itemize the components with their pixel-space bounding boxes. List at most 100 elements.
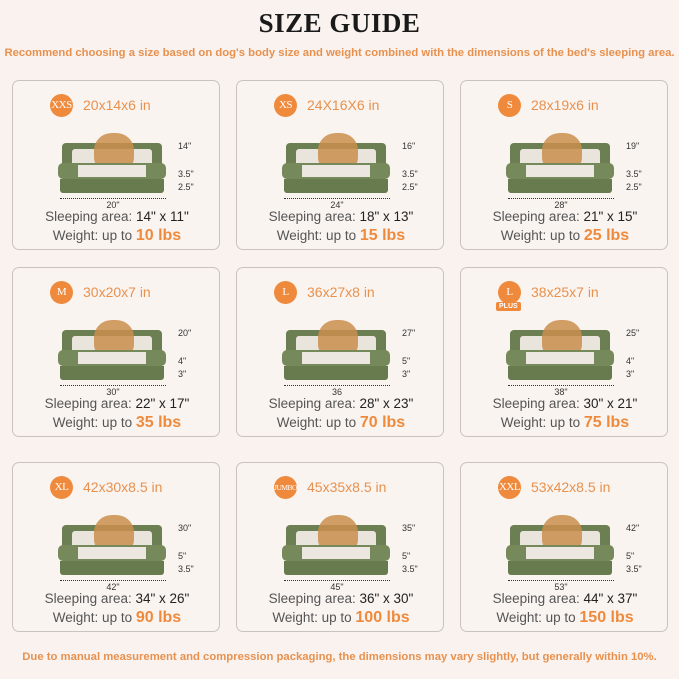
size-card: L 36x27x8 in 27" 5" 3" 36 Sleeping area:… (236, 267, 444, 437)
weight-limit: Weight: up to 150 lbs (496, 609, 634, 626)
width-label: 42" (106, 582, 120, 592)
width-dimension-line (284, 580, 390, 581)
size-badge: S (498, 94, 521, 117)
bed-image (58, 515, 166, 577)
depth-label: 27" (402, 328, 416, 338)
depth-label: 35" (402, 523, 416, 533)
size-card: S 28x19x6 in 19" 3.5" 2.5" 28" Sleeping … (460, 80, 668, 250)
width-label: 38" (554, 387, 568, 397)
depth-label: 14" (178, 141, 192, 151)
bed-image (282, 515, 390, 577)
width-dimension-line (508, 198, 614, 199)
size-card: XS 24X16X6 in 16" 3.5" 2.5" 24" Sleeping… (236, 80, 444, 250)
size-badge: XS (274, 94, 297, 117)
bed-image (506, 515, 614, 577)
size-card: XL 42x30x8.5 in 30" 5" 3.5" 42" Sleeping… (12, 462, 220, 632)
base-cushion-label: 2.5" (402, 182, 418, 192)
top-cushion-label: 5" (402, 356, 411, 366)
size-card: XXS 20x14x6 in 14" 3.5" 2.5" 20" Sleepin… (12, 80, 220, 250)
width-label: 28" (554, 200, 568, 210)
bed-image (58, 133, 166, 195)
page-title: SIZE GUIDE (258, 8, 421, 38)
base-cushion-label: 3" (626, 369, 635, 379)
top-cushion-label: 5" (178, 551, 187, 561)
sleeping-area: Sleeping area: 44" x 37" (492, 591, 638, 606)
bed-image (282, 320, 390, 382)
top-cushion-label: 4" (178, 356, 187, 366)
width-dimension-line (508, 580, 614, 581)
size-card: JUMBO 45x35x8.5 in 35" 5" 3.5" 45" Sleep… (236, 462, 444, 632)
depth-label: 19" (626, 141, 640, 151)
width-label: 45" (330, 582, 344, 592)
size-badge: XL (50, 476, 73, 499)
sleeping-area: Sleeping area: 18" x 13" (268, 209, 414, 224)
size-badge: L (498, 281, 521, 304)
depth-label: 16" (402, 141, 416, 151)
width-dimension-line (60, 580, 166, 581)
width-label: 53" (554, 582, 568, 592)
base-cushion-label: 2.5" (178, 182, 194, 192)
weight-limit: Weight: up to 90 lbs (52, 609, 182, 626)
top-cushion-label: 3.5" (626, 169, 642, 179)
top-cushion-label: 4" (626, 356, 635, 366)
sleeping-area: Sleeping area: 36" x 30" (268, 591, 414, 606)
base-cushion-label: 3.5" (178, 564, 194, 574)
top-cushion-label: 3.5" (178, 169, 194, 179)
footer-note: Due to manual measurement and compressio… (22, 651, 657, 663)
base-cushion-label: 3" (402, 369, 411, 379)
bed-image (58, 320, 166, 382)
width-dimension-line (508, 385, 614, 386)
width-label: 36 (331, 387, 342, 397)
size-badge: M (50, 281, 73, 304)
width-dimension-line (284, 385, 390, 386)
width-label: 30" (106, 387, 120, 397)
bed-dimensions: 38x25x7 in (531, 284, 599, 300)
weight-limit: Weight: up to 15 lbs (276, 227, 406, 244)
bed-image (506, 133, 614, 195)
bed-dimensions: 42x30x8.5 in (83, 479, 163, 495)
bed-dimensions: 53x42x8.5 in (531, 479, 611, 495)
weight-limit: Weight: up to 25 lbs (500, 227, 630, 244)
width-label: 24" (330, 200, 344, 210)
size-card: L PLUS 38x25x7 in 25" 4" 3" 38" Sleeping… (460, 267, 668, 437)
size-badge: XXS (50, 94, 73, 117)
width-dimension-line (284, 198, 390, 199)
plus-tag: PLUS (496, 302, 521, 311)
depth-label: 25" (626, 328, 640, 338)
weight-limit: Weight: up to 35 lbs (52, 414, 182, 431)
size-badge: JUMBO (274, 476, 297, 499)
bed-dimensions: 30x20x7 in (83, 284, 151, 300)
bed-dimensions: 28x19x6 in (531, 97, 599, 113)
bed-dimensions: 45x35x8.5 in (307, 479, 387, 495)
weight-limit: Weight: up to 10 lbs (52, 227, 182, 244)
bed-image (282, 133, 390, 195)
sleeping-area: Sleeping area: 28" x 23" (268, 396, 414, 411)
depth-label: 42" (626, 523, 640, 533)
sleeping-area: Sleeping area: 34" x 26" (44, 591, 190, 606)
width-dimension-line (60, 385, 166, 386)
size-badge: XXL (498, 476, 521, 499)
base-cushion-label: 3.5" (626, 564, 642, 574)
base-cushion-label: 2.5" (626, 182, 642, 192)
size-badge: L (274, 281, 297, 304)
bed-dimensions: 36x27x8 in (307, 284, 375, 300)
size-card: XXL 53x42x8.5 in 42" 5" 3.5" 53" Sleepin… (460, 462, 668, 632)
depth-label: 20" (178, 328, 192, 338)
weight-limit: Weight: up to 100 lbs (272, 609, 410, 626)
sleeping-area: Sleeping area: 30" x 21" (492, 396, 638, 411)
base-cushion-label: 3" (178, 369, 187, 379)
bed-image (506, 320, 614, 382)
top-cushion-label: 5" (626, 551, 635, 561)
top-cushion-label: 5" (402, 551, 411, 561)
subtitle: Recommend choosing a size based on dog's… (4, 47, 675, 59)
sleeping-area: Sleeping area: 14" x 11" (45, 209, 189, 224)
depth-label: 30" (178, 523, 192, 533)
base-cushion-label: 3.5" (402, 564, 418, 574)
sleeping-area: Sleeping area: 22" x 17" (44, 396, 190, 411)
size-card: M 30x20x7 in 20" 4" 3" 30" Sleeping area… (12, 267, 220, 437)
sleeping-area: Sleeping area: 21" x 15" (492, 209, 638, 224)
width-label: 20" (106, 200, 120, 210)
bed-dimensions: 24X16X6 in (307, 97, 380, 113)
weight-limit: Weight: up to 75 lbs (500, 414, 630, 431)
width-dimension-line (60, 198, 166, 199)
